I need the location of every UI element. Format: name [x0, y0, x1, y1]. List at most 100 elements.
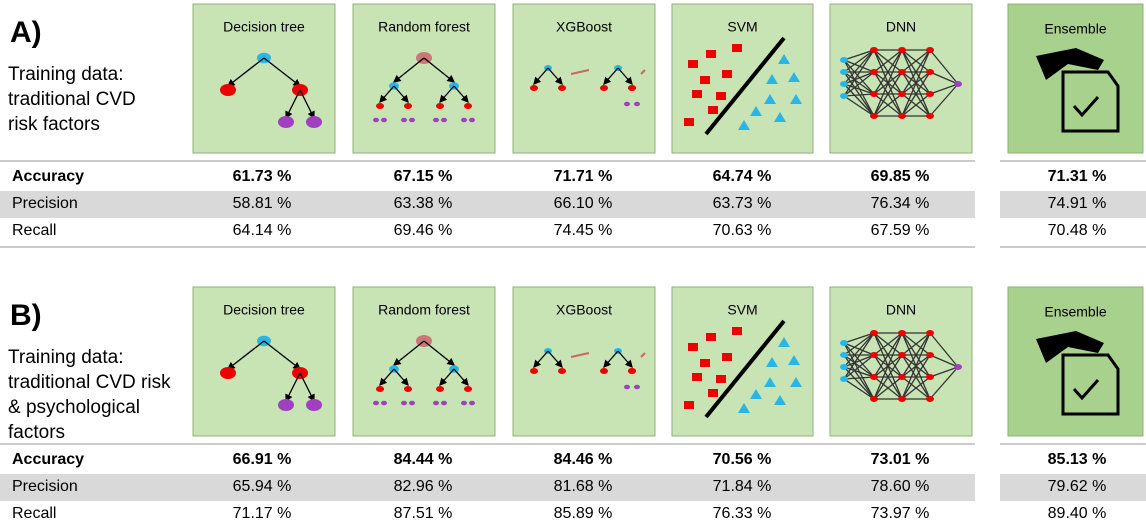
metric-value: 63.73 %: [713, 195, 772, 212]
icon-node: [401, 401, 407, 406]
model-name: Decision tree: [223, 302, 305, 318]
metric-value: 71.71 %: [554, 168, 613, 185]
icon-node: [373, 118, 379, 123]
icon-node: [381, 401, 387, 406]
metric-value: 78.60 %: [871, 478, 930, 495]
icon-node: [306, 116, 322, 128]
icon-node: [600, 85, 608, 91]
icon-node: [898, 374, 906, 380]
icon-node: [840, 376, 848, 382]
icon-node: [558, 368, 566, 374]
icon-node: [840, 93, 848, 99]
icon-node: [926, 352, 934, 358]
icon-point: [706, 333, 716, 341]
metric-value: 64.74 %: [713, 168, 772, 185]
icon-node: [306, 399, 322, 411]
metric-value: 84.44 %: [394, 451, 453, 468]
icon-node: [898, 352, 906, 358]
metric-value: 70.48 %: [1048, 222, 1107, 239]
icon-node: [870, 352, 878, 358]
icon-node: [409, 401, 415, 406]
panel-label: B): [10, 299, 42, 332]
icon-node: [433, 118, 439, 123]
icon-node: [628, 85, 636, 91]
icon-node: [373, 401, 379, 406]
metric-value: 58.81 %: [233, 195, 292, 212]
row-name: Precision: [12, 478, 78, 495]
metric-value: 71.31 %: [1048, 168, 1107, 185]
row-name: Accuracy: [12, 168, 84, 185]
icon-node: [409, 118, 415, 123]
row-name: Accuracy: [12, 451, 84, 468]
icon-point: [684, 401, 694, 409]
icon-node: [401, 118, 407, 123]
row-name: Precision: [12, 195, 78, 212]
icon-node: [469, 401, 475, 406]
icon-node: [926, 396, 934, 402]
icon-node: [926, 113, 934, 119]
icon-node: [870, 91, 878, 97]
icon-node: [436, 386, 444, 392]
icon-node: [898, 330, 906, 336]
metric-value: 79.62 %: [1048, 478, 1107, 495]
training-text: factors: [8, 422, 65, 443]
icon-point: [684, 118, 694, 126]
metric-value: 64.14 %: [233, 222, 292, 239]
metric-value: 67.15 %: [394, 168, 453, 185]
row-name: Recall: [12, 222, 56, 239]
icon-node: [441, 118, 447, 123]
icon-node: [278, 116, 294, 128]
icon-node: [530, 368, 538, 374]
icon-point: [692, 373, 702, 381]
metric-value: 76.33 %: [713, 505, 772, 522]
icon-node: [870, 396, 878, 402]
icon-node: [840, 340, 848, 346]
metric-value: 61.73 %: [233, 168, 292, 185]
icon-node: [898, 69, 906, 75]
metric-value: 69.85 %: [871, 168, 930, 185]
icon-node: [404, 386, 412, 392]
icon-node: [870, 113, 878, 119]
metric-value: 73.97 %: [871, 505, 930, 522]
model-name: XGBoost: [556, 19, 612, 35]
panel-label: A): [10, 16, 42, 49]
metric-value: 63.38 %: [394, 195, 453, 212]
row-shade: [0, 191, 975, 218]
model-name: DNN: [886, 302, 916, 318]
icon-node: [634, 385, 640, 390]
icon-node: [898, 396, 906, 402]
metric-value: 82.96 %: [394, 478, 453, 495]
icon-node: [461, 401, 467, 406]
metric-value: 71.84 %: [713, 478, 772, 495]
figure: A)Training data:traditional CVDrisk fact…: [0, 0, 1146, 524]
model-name: Ensemble: [1044, 304, 1106, 320]
icon-point: [722, 353, 732, 361]
icon-node: [870, 47, 878, 53]
icon-node: [954, 364, 962, 370]
training-text: traditional CVD risk: [8, 372, 171, 393]
icon-node: [926, 47, 934, 53]
icon-node: [220, 367, 236, 379]
icon-node: [464, 386, 472, 392]
icon-point: [722, 70, 732, 78]
icon-node: [926, 330, 934, 336]
icon-node: [898, 113, 906, 119]
model-name: Random forest: [378, 302, 470, 318]
training-text: risk factors: [8, 114, 100, 135]
metric-value: 85.89 %: [554, 505, 613, 522]
icon-node: [530, 85, 538, 91]
metric-value: 76.34 %: [871, 195, 930, 212]
model-name: Decision tree: [223, 19, 305, 35]
metric-value: 66.10 %: [554, 195, 613, 212]
icon-node: [464, 103, 472, 109]
icon-node: [441, 401, 447, 406]
panel: B)Training data:traditional CVD risk& ps…: [0, 287, 1146, 524]
metric-value: 89.40 %: [1048, 505, 1107, 522]
icon-node: [926, 91, 934, 97]
icon-node: [404, 103, 412, 109]
icon-node: [926, 374, 934, 380]
icon-node: [954, 81, 962, 87]
icon-point: [716, 375, 726, 383]
metric-value: 84.46 %: [554, 451, 613, 468]
